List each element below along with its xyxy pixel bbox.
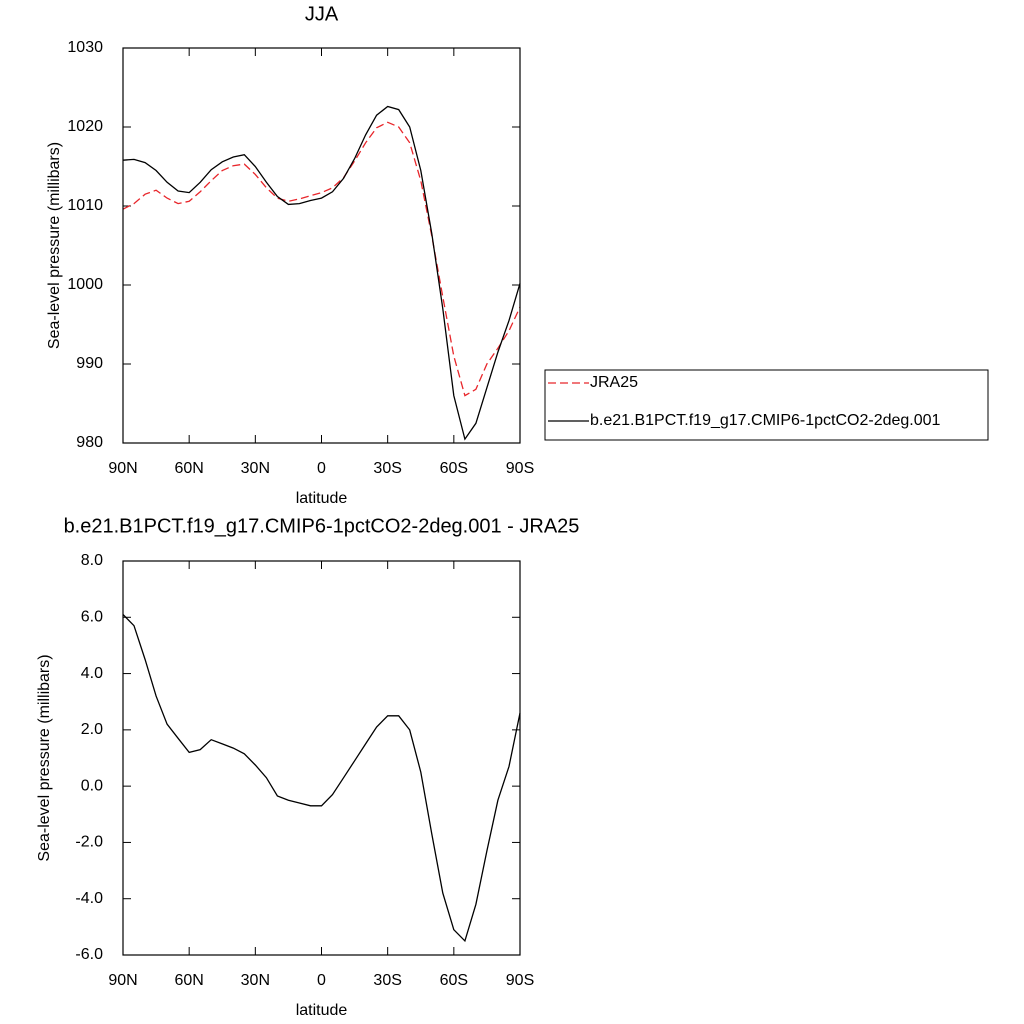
- plot-frame: [122, 47, 521, 444]
- data-line: [122, 105, 521, 441]
- x-tick-label: 90S: [506, 460, 534, 477]
- y-tick-label: 1010: [67, 197, 103, 214]
- x-axis-label: latitude: [296, 1002, 348, 1019]
- legend-box: [544, 369, 989, 441]
- x-axis-label: latitude: [296, 490, 348, 507]
- x-tick-label: 30N: [241, 460, 270, 477]
- y-tick-label: 8.0: [81, 552, 103, 569]
- y-tick-label: 1030: [67, 39, 103, 56]
- y-axis-label: Sea-level pressure (millibars): [36, 654, 53, 861]
- legend-label: JRA25: [590, 374, 638, 391]
- x-tick-label: 60S: [440, 972, 468, 989]
- x-tick-label: 0: [317, 972, 326, 989]
- x-tick-label: 30S: [373, 972, 401, 989]
- x-tick-label: 60N: [174, 972, 203, 989]
- y-tick-label: -2.0: [75, 834, 103, 851]
- x-tick-label: 90N: [108, 972, 137, 989]
- legend-label: b.e21.B1PCT.f19_g17.CMIP6-1pctCO2-2deg.0…: [590, 412, 941, 429]
- chart-title: b.e21.B1PCT.f19_g17.CMIP6-1pctCO2-2deg.0…: [64, 515, 580, 537]
- y-tick-label: 980: [76, 434, 103, 451]
- x-tick-label: 30S: [373, 460, 401, 477]
- y-tick-label: -4.0: [75, 890, 103, 907]
- x-tick-label: 60N: [174, 460, 203, 477]
- y-tick-label: 0.0: [81, 777, 103, 794]
- y-tick-label: 2.0: [81, 721, 103, 738]
- chart-title: JJA: [305, 3, 339, 25]
- x-tick-label: 90N: [108, 460, 137, 477]
- x-tick-label: 30N: [241, 972, 270, 989]
- x-tick-label: 0: [317, 460, 326, 477]
- x-tick-label: 60S: [440, 460, 468, 477]
- data-line: [122, 614, 521, 943]
- y-tick-label: -6.0: [75, 946, 103, 963]
- plot-frame: [122, 560, 521, 956]
- data-line: [122, 121, 521, 397]
- y-tick-label: 4.0: [81, 665, 103, 682]
- y-axis-label: Sea-level pressure (millibars): [46, 142, 63, 349]
- y-tick-label: 1000: [67, 276, 103, 293]
- y-tick-label: 1020: [67, 118, 103, 135]
- y-tick-label: 990: [76, 355, 103, 372]
- y-tick-label: 6.0: [81, 609, 103, 626]
- x-tick-label: 90S: [506, 972, 534, 989]
